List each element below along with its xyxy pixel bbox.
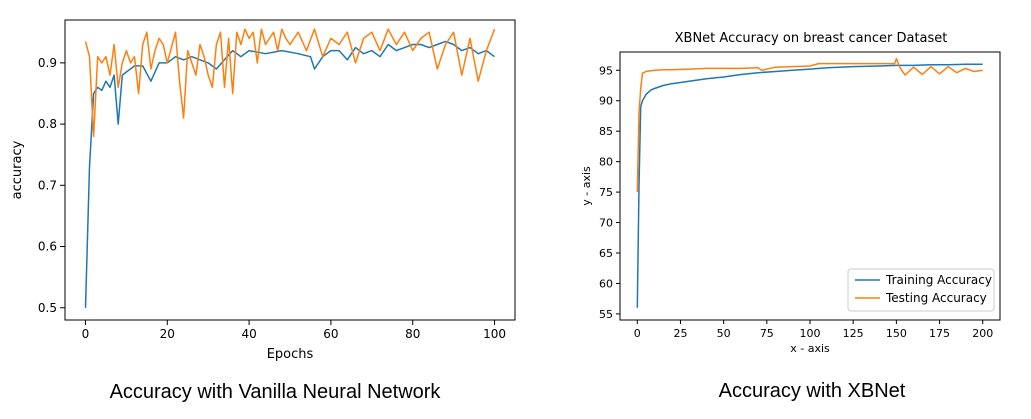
y-tick-label: 0.7 (38, 178, 57, 192)
x-tick-label: 20 (160, 327, 175, 341)
legend-label-training: Training Accuracy (885, 273, 992, 287)
y-tick-label: 65 (599, 247, 613, 260)
x-tick-label: 125 (843, 327, 864, 340)
x-tick-label: 25 (673, 327, 687, 340)
y-axis-label: y - axis (580, 166, 593, 206)
legend-box (847, 268, 995, 312)
caption-left: Accuracy with Vanilla Neural Network (110, 381, 442, 403)
y-tick-label: 75 (599, 186, 613, 199)
y-tick-label: 90 (599, 95, 613, 108)
y-axis-label: accuracy (10, 140, 25, 199)
plot-lines (84, 28, 496, 308)
axis-ticks: 0 25 50 75 100 125 150 175 200 55 60 65 70 75 80 85 90 95 (599, 64, 993, 340)
series-line-1 (84, 28, 496, 138)
y-tick-label: 60 (599, 277, 613, 290)
legend-label-testing: Testing Accuracy (885, 291, 987, 305)
y-tick-label: 95 (599, 64, 613, 77)
y-tick-label: 0.5 (38, 301, 57, 315)
axis-ticks: 0 20 40 60 80 100 0.5 0.6 0.7 0.8 0.9 (38, 56, 506, 341)
y-tick-label: 70 (599, 217, 613, 230)
y-tick-label: 0.9 (38, 56, 57, 70)
x-tick-label: 175 (929, 327, 950, 340)
x-tick-label: 100 (483, 327, 506, 341)
x-tick-label: 40 (241, 327, 256, 341)
x-tick-label: 0 (634, 327, 641, 340)
x-tick-label: 50 (717, 327, 731, 340)
y-tick-label: 85 (599, 125, 613, 138)
y-tick-label: 55 (599, 308, 613, 321)
x-axis-label: x - axis (790, 342, 830, 355)
x-tick-label: 75 (760, 327, 774, 340)
chart-title: XBNet Accuracy on breast cancer Dataset (675, 31, 948, 46)
x-tick-label: 100 (800, 327, 821, 340)
vanilla-nn-accuracy-chart: 0 20 40 60 80 100 0.5 0.6 0.7 0.8 0.9 Epochs accur… (10, 19, 516, 362)
x-tick-label: 60 (323, 327, 338, 341)
series-line-0 (636, 63, 983, 308)
xbnet-accuracy-chart: XBNet Accuracy on breast cancer Dataset … (580, 31, 1001, 355)
x-tick-label: 200 (972, 327, 993, 340)
caption-right: Accuracy with XBNet (719, 380, 906, 402)
y-tick-label: 0.8 (38, 117, 57, 131)
x-tick-label: 0 (82, 327, 90, 341)
x-axis-label: Epochs (267, 347, 314, 362)
series-line-1 (636, 57, 983, 193)
legend: Training Accuracy Testing Accuracy (847, 268, 995, 312)
x-tick-label: 80 (405, 327, 420, 341)
x-tick-label: 150 (886, 327, 907, 340)
y-tick-label: 80 (599, 156, 613, 169)
y-tick-label: 0.6 (38, 240, 57, 254)
plot-lines (636, 57, 983, 308)
plot-frame (64, 19, 516, 321)
series-line-0 (84, 40, 495, 308)
